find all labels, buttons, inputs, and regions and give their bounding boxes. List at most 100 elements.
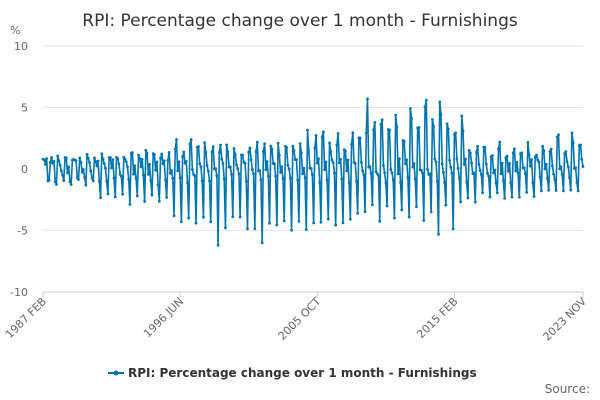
data-point[interactable]	[440, 162, 444, 166]
data-point[interactable]	[476, 144, 480, 148]
data-point[interactable]	[123, 157, 127, 161]
data-point[interactable]	[400, 208, 404, 212]
data-point[interactable]	[193, 174, 197, 178]
data-point[interactable]	[58, 163, 62, 167]
data-point[interactable]	[350, 142, 353, 146]
data-point[interactable]	[488, 195, 492, 199]
data-point[interactable]	[562, 189, 565, 193]
data-point[interactable]	[495, 191, 499, 195]
data-point[interactable]	[89, 169, 93, 173]
data-point[interactable]	[233, 153, 237, 156]
data-point[interactable]	[241, 153, 244, 157]
data-point[interactable]	[429, 210, 433, 214]
data-point[interactable]	[165, 195, 169, 199]
data-point[interactable]	[97, 179, 101, 183]
data-point[interactable]	[407, 215, 411, 219]
data-point[interactable]	[238, 215, 242, 219]
data-point[interactable]	[85, 153, 89, 156]
data-point[interactable]	[211, 145, 215, 149]
data-point[interactable]	[254, 150, 258, 153]
data-point[interactable]	[576, 189, 580, 193]
data-point[interactable]	[91, 179, 95, 183]
data-point[interactable]	[513, 147, 516, 151]
data-point[interactable]	[130, 151, 134, 154]
data-point[interactable]	[77, 178, 80, 181]
data-point[interactable]	[410, 117, 413, 120]
data-point[interactable]	[550, 164, 554, 168]
data-point[interactable]	[276, 141, 280, 145]
data-point[interactable]	[563, 152, 567, 156]
data-point[interactable]	[108, 156, 112, 159]
data-point[interactable]	[128, 203, 132, 206]
data-point[interactable]	[516, 171, 520, 175]
data-point[interactable]	[133, 164, 137, 168]
data-point[interactable]	[111, 158, 115, 161]
data-point[interactable]	[329, 150, 333, 154]
data-point[interactable]	[539, 189, 543, 193]
data-point[interactable]	[47, 178, 51, 182]
data-point[interactable]	[146, 172, 150, 176]
data-point[interactable]	[487, 174, 491, 178]
data-point[interactable]	[309, 167, 313, 170]
data-point[interactable]	[173, 147, 177, 151]
data-point[interactable]	[328, 141, 331, 145]
data-point[interactable]	[395, 125, 399, 129]
data-point[interactable]	[473, 200, 477, 204]
data-point[interactable]	[363, 210, 367, 214]
data-point[interactable]	[320, 135, 324, 139]
data-point[interactable]	[126, 165, 129, 169]
data-point[interactable]	[57, 159, 61, 163]
data-point[interactable]	[451, 227, 455, 231]
data-point[interactable]	[497, 147, 500, 151]
data-point[interactable]	[166, 159, 170, 162]
data-point[interactable]	[210, 150, 214, 154]
data-point[interactable]	[297, 219, 301, 223]
data-point[interactable]	[455, 157, 459, 161]
data-point[interactable]	[226, 150, 230, 154]
data-point[interactable]	[138, 157, 142, 160]
data-point[interactable]	[439, 113, 443, 116]
data-point[interactable]	[55, 183, 58, 186]
data-point[interactable]	[74, 159, 78, 163]
data-point[interactable]	[266, 174, 270, 178]
data-point[interactable]	[361, 169, 364, 173]
data-point[interactable]	[535, 153, 538, 157]
data-point[interactable]	[135, 194, 139, 198]
data-point[interactable]	[148, 162, 151, 166]
data-point[interactable]	[580, 157, 584, 161]
data-point[interactable]	[221, 161, 225, 165]
data-point[interactable]	[538, 175, 542, 179]
data-point[interactable]	[374, 170, 378, 174]
data-point[interactable]	[244, 179, 248, 183]
data-point[interactable]	[176, 169, 180, 173]
data-point[interactable]	[184, 159, 188, 163]
data-point[interactable]	[188, 142, 192, 146]
data-point[interactable]	[339, 157, 342, 161]
data-point[interactable]	[461, 129, 465, 133]
data-point[interactable]	[80, 170, 84, 174]
data-point[interactable]	[358, 136, 362, 140]
data-point[interactable]	[168, 171, 172, 175]
data-point[interactable]	[394, 113, 398, 117]
data-point[interactable]	[258, 169, 262, 173]
data-point[interactable]	[189, 138, 193, 141]
data-point[interactable]	[45, 157, 49, 161]
data-point[interactable]	[370, 203, 374, 207]
data-point[interactable]	[290, 228, 293, 232]
data-point[interactable]	[548, 150, 552, 153]
data-point[interactable]	[310, 173, 314, 177]
data-point[interactable]	[324, 160, 328, 164]
data-point[interactable]	[546, 177, 549, 181]
data-point[interactable]	[121, 192, 124, 196]
data-point[interactable]	[164, 178, 167, 182]
data-point[interactable]	[93, 156, 96, 160]
data-point[interactable]	[237, 172, 241, 176]
data-point[interactable]	[243, 161, 247, 165]
data-point[interactable]	[444, 203, 448, 207]
data-point[interactable]	[527, 153, 531, 157]
data-point[interactable]	[492, 171, 496, 175]
data-point[interactable]	[259, 178, 263, 182]
data-point[interactable]	[432, 124, 436, 128]
data-point[interactable]	[105, 179, 109, 183]
data-point[interactable]	[187, 216, 191, 220]
